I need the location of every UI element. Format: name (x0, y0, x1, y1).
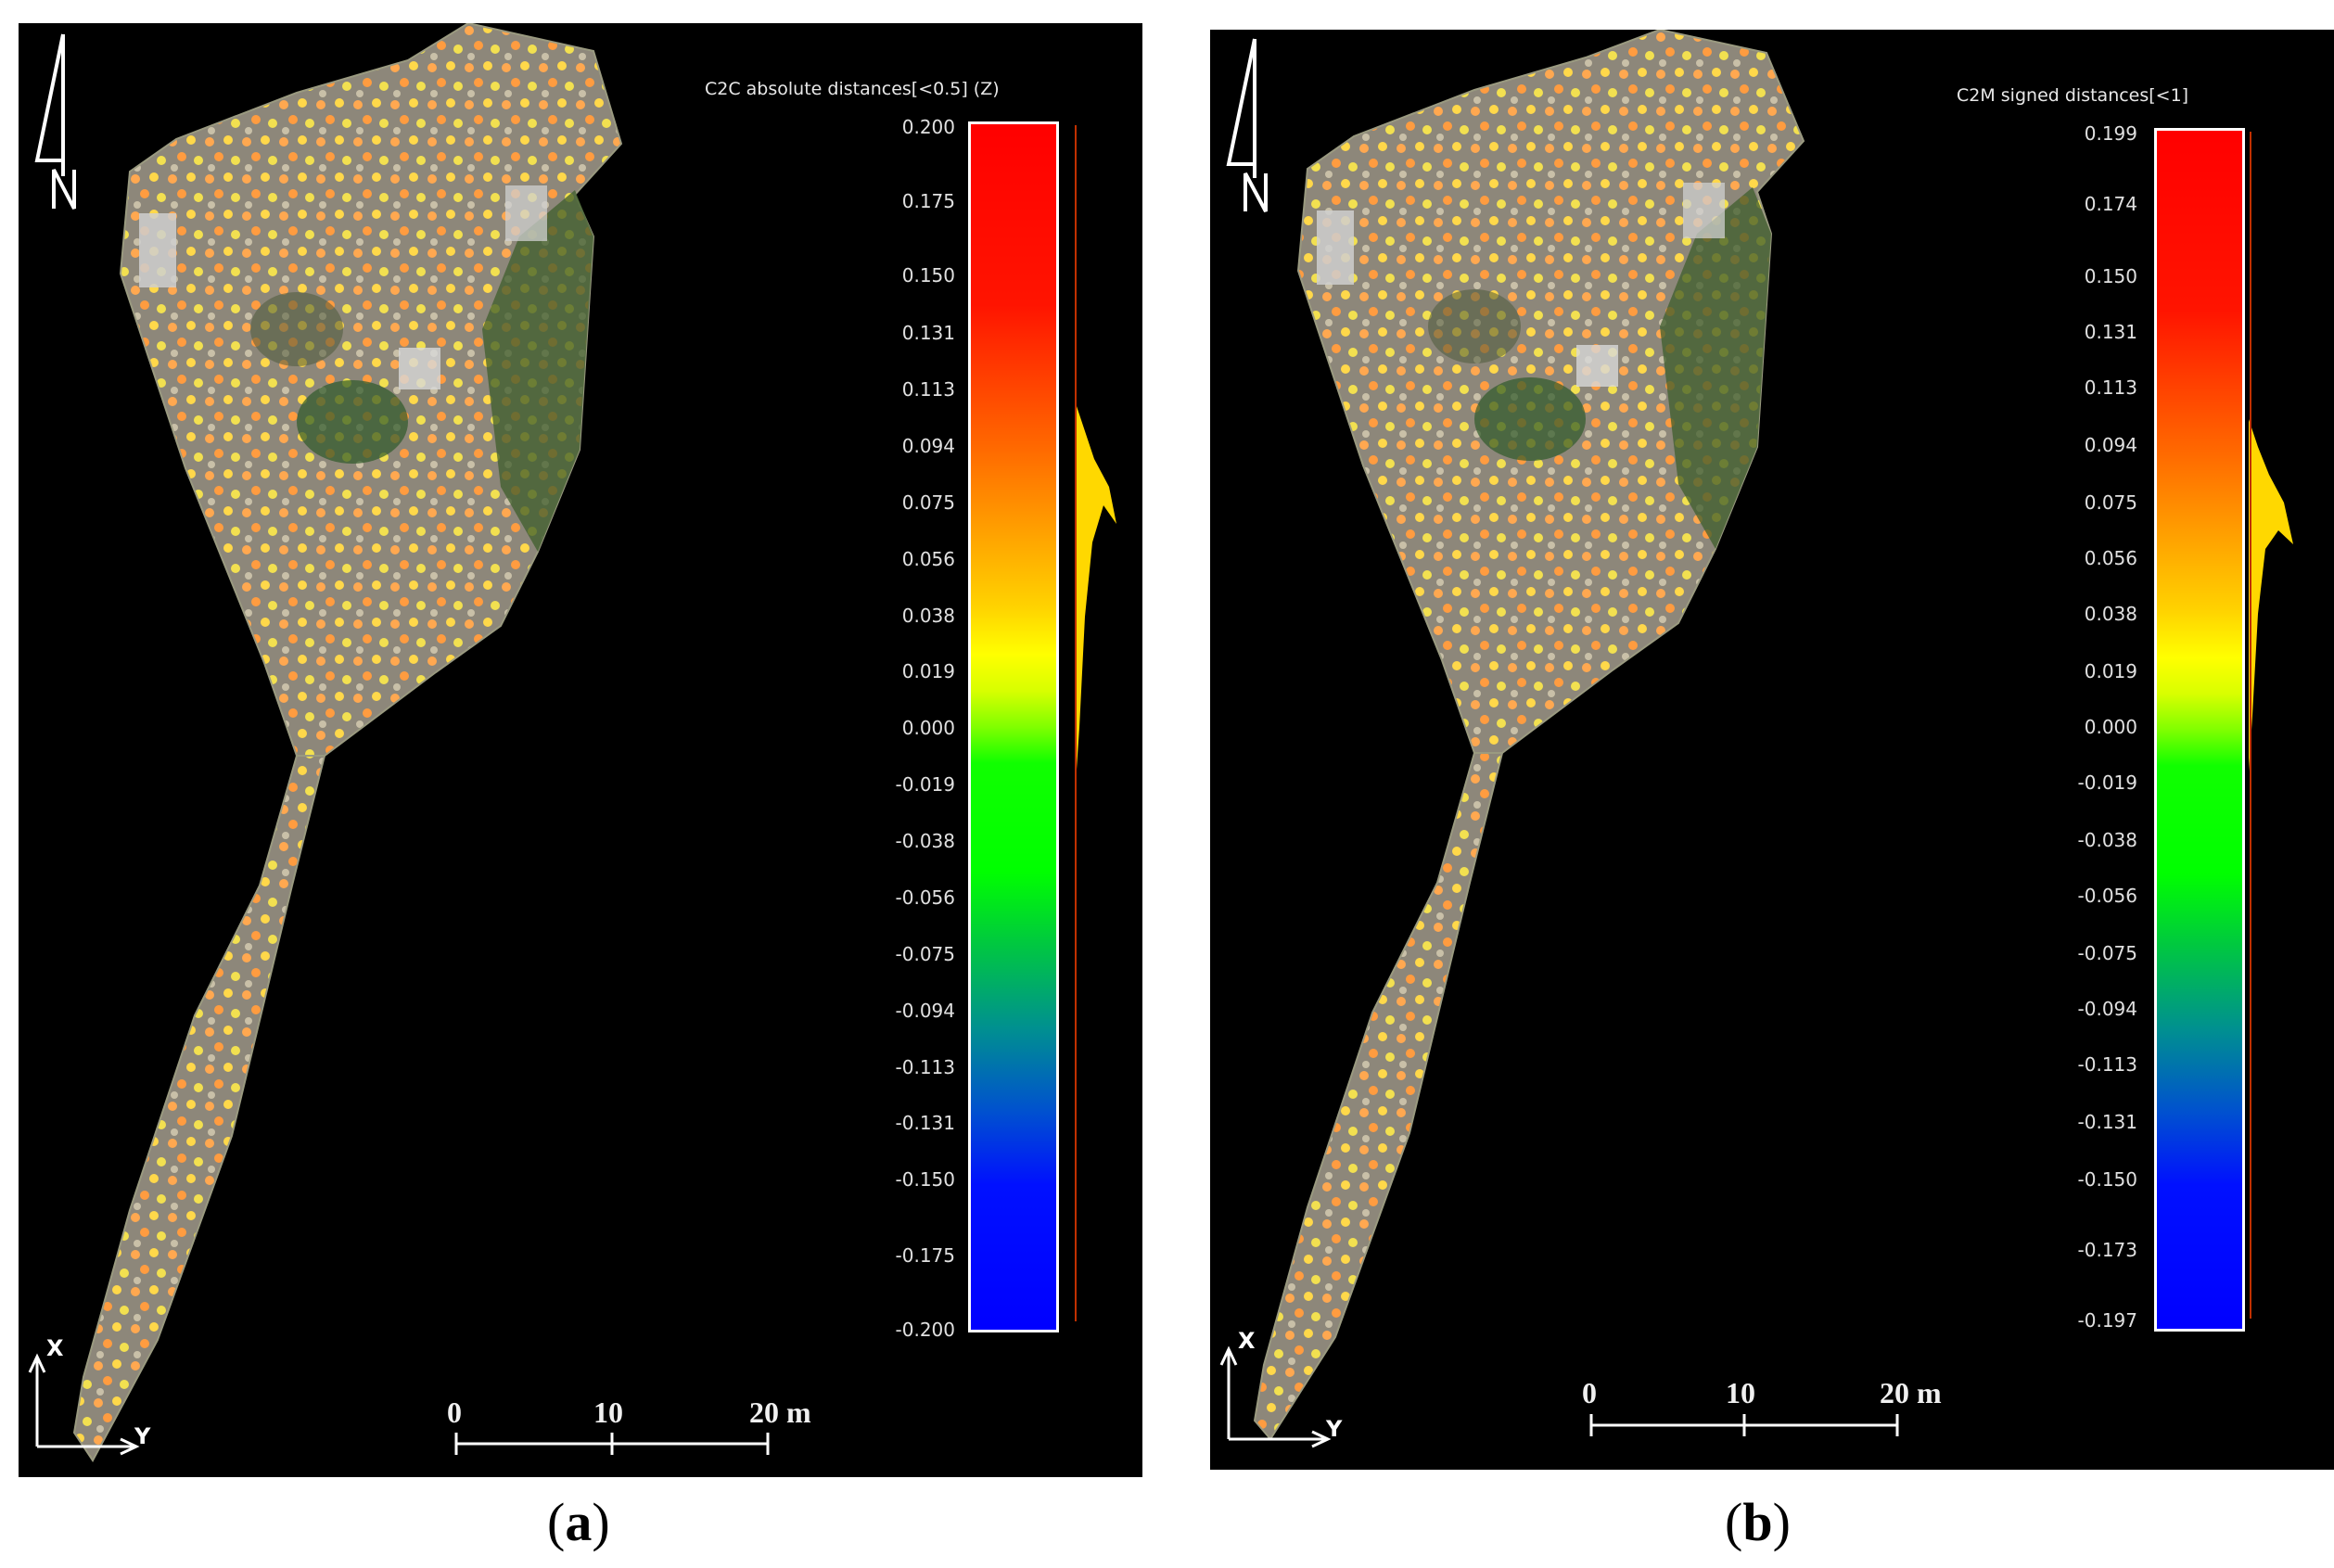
colorbar-tick: -0.131 (2077, 1111, 2137, 1133)
colorbar-title: C2C absolute distances[<0.5] (Z) (705, 79, 1000, 99)
colorbar-tick: -0.075 (2077, 942, 2137, 964)
colorbar-title: C2M signed distances[<1] (1957, 85, 2189, 106)
panel-b-label: b (1742, 1492, 1773, 1552)
colorbar-tick: -0.175 (895, 1244, 955, 1267)
vegetation-patch (297, 380, 408, 464)
vegetation-patch (1660, 187, 1771, 549)
colorbar-tick: -0.038 (2077, 829, 2137, 851)
scale-label-10: 10 (593, 1396, 623, 1429)
scale-bar (1589, 1414, 1899, 1436)
structure (139, 213, 176, 287)
colorbar-tick: 0.150 (2084, 265, 2137, 287)
colorbar-tick: 0.094 (2084, 434, 2137, 456)
panel-a-caption: (a) (547, 1492, 610, 1552)
colorbar-tick: 0.174 (2084, 193, 2137, 215)
colorbar-tick: 0.150 (901, 264, 955, 287)
point-cloud-view (28, 23, 1116, 1462)
colorbar-tick: -0.056 (2077, 885, 2137, 907)
colorbar-tick: -0.150 (2077, 1168, 2137, 1191)
panel-a: C2C absolute distances[<0.5] (Z) 0.200 0… (19, 23, 1142, 1477)
colorbar (968, 121, 1059, 1332)
colorbar-tick: -0.038 (895, 830, 955, 852)
structure (1317, 210, 1354, 285)
colorbar-tick: 0.000 (2084, 716, 2137, 738)
colorbar-tick: 0.131 (901, 322, 955, 344)
axis-y-label: Y (1326, 1416, 1343, 1442)
colorbar-tick: 0.056 (2084, 547, 2137, 569)
colorbar-tick: 0.075 (2084, 491, 2137, 514)
colorbar-tick: -0.200 (895, 1319, 955, 1341)
histogram (2249, 419, 2293, 771)
scale-label-0: 0 (447, 1396, 462, 1429)
colorbar-tick: 0.000 (901, 717, 955, 739)
colorbar-tick: 0.199 (2084, 122, 2137, 145)
north-arrow-icon (1226, 38, 1268, 212)
colorbar-tick: -0.094 (2077, 998, 2137, 1020)
axis-x-label: X (1238, 1328, 1256, 1354)
colorbar-tick: 0.019 (901, 660, 955, 682)
terrain-tail (1253, 752, 1504, 1441)
structure (505, 185, 547, 241)
colorbar-tick: 0.056 (901, 548, 955, 570)
colorbar-tick: 0.113 (901, 378, 955, 401)
axis-y-label: Y (134, 1423, 151, 1449)
vegetation-patch (482, 190, 593, 552)
colorbar-tick: 0.113 (2084, 376, 2137, 399)
terrain-tail (72, 755, 326, 1462)
axis-x-label: X (46, 1335, 64, 1361)
scale-label-20: 20 m (749, 1396, 811, 1429)
structure (1576, 345, 1618, 387)
scale-label-20: 20 m (1880, 1376, 1942, 1409)
colorbar-tick: 0.075 (901, 491, 955, 514)
colorbar-tick: -0.197 (2077, 1309, 2137, 1332)
axes-indicator-icon (28, 1353, 140, 1456)
histogram (1076, 403, 1116, 784)
colorbar-tick: 0.038 (2084, 603, 2137, 625)
vegetation-patch (250, 292, 343, 366)
panel-a-label: a (565, 1492, 593, 1552)
colorbar-tick: -0.019 (2077, 771, 2137, 794)
point-cloud-view (1219, 30, 2293, 1448)
scale-bar (454, 1433, 770, 1455)
panel-b-caption: (b) (1725, 1492, 1791, 1552)
vegetation-patch (1474, 377, 1586, 461)
structure (1683, 183, 1725, 238)
colorbar-tick: 0.131 (2084, 321, 2137, 343)
structure (399, 348, 440, 389)
scale-label-0: 0 (1582, 1376, 1597, 1409)
axes-indicator-icon (1219, 1345, 1332, 1448)
colorbar-tick: -0.173 (2077, 1239, 2137, 1261)
colorbar-tick: 0.200 (901, 116, 955, 138)
colorbar-tick: -0.094 (895, 1000, 955, 1022)
colorbar-tick: -0.113 (2077, 1053, 2137, 1076)
colorbar-tick: -0.131 (895, 1112, 955, 1134)
colorbar-tick: -0.019 (895, 773, 955, 796)
colorbar-tick: 0.038 (901, 605, 955, 627)
colorbar (2154, 128, 2245, 1332)
colorbar-tick: 0.175 (901, 190, 955, 212)
panel-b: C2M signed distances[<1] 0.199 0.174 0.1… (1210, 30, 2334, 1470)
colorbar-tick: 0.019 (2084, 660, 2137, 682)
north-arrow-icon (34, 33, 76, 210)
colorbar-tick: -0.113 (895, 1056, 955, 1078)
vegetation-patch (1428, 289, 1521, 363)
colorbar-tick: -0.150 (895, 1168, 955, 1191)
colorbar-tick: -0.075 (895, 943, 955, 965)
scale-label-10: 10 (1726, 1376, 1755, 1409)
colorbar-tick: -0.056 (895, 886, 955, 909)
colorbar-tick: 0.094 (901, 435, 955, 457)
